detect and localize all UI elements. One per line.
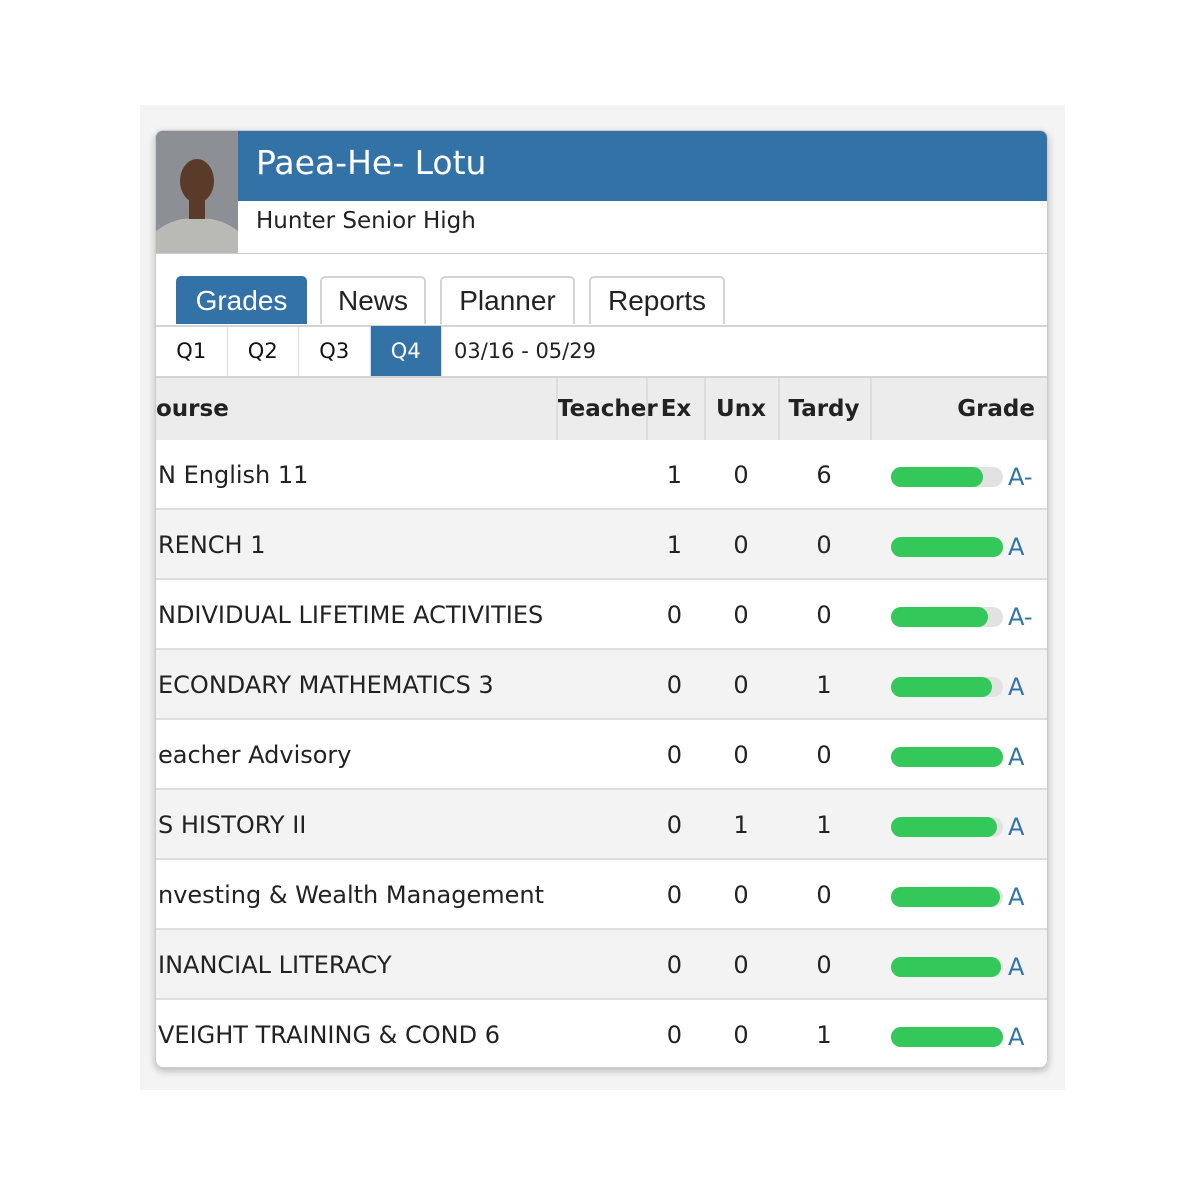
- grade-bar-fill: [891, 607, 989, 627]
- excused-absences: 0: [666, 811, 682, 839]
- unexcused-absences: 0: [733, 531, 749, 559]
- quarter-tab[interactable]: Q3: [299, 326, 371, 376]
- grade-bar-fill: [891, 747, 1003, 767]
- tab[interactable]: Grades: [176, 276, 307, 324]
- tab-underline: [156, 325, 1047, 327]
- column-header: Ex: [660, 396, 692, 422]
- letter-grade[interactable]: A: [1008, 743, 1025, 771]
- letter-grade[interactable]: A: [1008, 1023, 1025, 1051]
- divider: [156, 253, 1047, 254]
- tardies: 0: [816, 951, 832, 979]
- table-header: [156, 378, 1047, 440]
- course-name: S HISTORY II: [158, 811, 307, 839]
- course-name: ECONDARY MATHEMATICS 3: [158, 671, 494, 699]
- column-header: Grade: [957, 396, 1035, 422]
- excused-absences: 1: [666, 531, 682, 559]
- tardies: 6: [816, 461, 832, 489]
- excused-absences: 0: [666, 951, 682, 979]
- course-name: nvesting & Wealth Management: [158, 881, 544, 909]
- excused-absences: 0: [666, 1021, 682, 1049]
- course-name: NDIVIDUAL LIFETIME ACTIVITIES: [158, 601, 544, 629]
- quarter-tab[interactable]: Q4: [370, 326, 442, 376]
- unexcused-absences: 0: [733, 741, 749, 769]
- table-row: [156, 650, 1047, 720]
- student-photo: [156, 131, 238, 253]
- letter-grade[interactable]: A: [1008, 883, 1025, 911]
- grade-bar-fill: [891, 887, 1000, 907]
- column-header: Unx: [716, 396, 766, 422]
- date-range: 03/16 - 05/29: [454, 339, 596, 363]
- divider: [156, 376, 1047, 378]
- course-name: VEIGHT TRAINING & COND 6: [158, 1021, 500, 1049]
- letter-grade[interactable]: A: [1008, 813, 1025, 841]
- tardies: 1: [816, 811, 832, 839]
- grade-bar-fill: [891, 817, 998, 837]
- tab[interactable]: News: [320, 276, 426, 324]
- course-name: RENCH 1: [158, 531, 266, 559]
- tab[interactable]: Reports: [589, 276, 725, 324]
- quarter-tab[interactable]: Q1: [156, 326, 228, 376]
- course-name: N English 11: [158, 461, 309, 489]
- unexcused-absences: 0: [733, 881, 749, 909]
- grade-bar-fill: [891, 1027, 1003, 1047]
- letter-grade[interactable]: A: [1008, 953, 1025, 981]
- letter-grade[interactable]: A: [1008, 673, 1025, 701]
- tardies: 0: [816, 741, 832, 769]
- grades-card: Paea-He- Lotu Hunter Senior High Grades N…: [155, 130, 1048, 1068]
- header-bar: [156, 131, 1047, 201]
- course-name: eacher Advisory: [158, 741, 352, 769]
- unexcused-absences: 0: [733, 1021, 749, 1049]
- unexcused-absences: 0: [733, 601, 749, 629]
- course-name: INANCIAL LITERACY: [158, 951, 392, 979]
- tardies: 0: [816, 601, 832, 629]
- letter-grade[interactable]: A-: [1008, 603, 1033, 631]
- tardies: 1: [816, 671, 832, 699]
- grade-bar-fill: [891, 957, 1001, 977]
- tab[interactable]: Planner: [440, 276, 575, 324]
- excused-absences: 0: [666, 601, 682, 629]
- excused-absences: 0: [666, 881, 682, 909]
- column-header: Teacher: [557, 396, 658, 422]
- column-header: ourse: [156, 396, 229, 422]
- grade-bar-fill: [891, 467, 983, 487]
- tardies: 0: [816, 881, 832, 909]
- grade-bar-fill: [891, 537, 1003, 557]
- quarter-tab[interactable]: Q2: [228, 326, 299, 376]
- unexcused-absences: 1: [733, 811, 749, 839]
- column-header: Tardy: [788, 396, 860, 422]
- grade-bar-fill: [891, 677, 992, 697]
- unexcused-absences: 0: [733, 671, 749, 699]
- tardies: 0: [816, 531, 832, 559]
- student-name: Paea-He- Lotu: [256, 143, 487, 182]
- unexcused-absences: 0: [733, 461, 749, 489]
- excused-absences: 0: [666, 741, 682, 769]
- school-name: Hunter Senior High: [256, 208, 476, 234]
- tardies: 1: [816, 1021, 832, 1049]
- letter-grade[interactable]: A: [1008, 533, 1025, 561]
- excused-absences: 1: [666, 461, 682, 489]
- unexcused-absences: 0: [733, 951, 749, 979]
- letter-grade[interactable]: A-: [1008, 463, 1033, 491]
- excused-absences: 0: [666, 671, 682, 699]
